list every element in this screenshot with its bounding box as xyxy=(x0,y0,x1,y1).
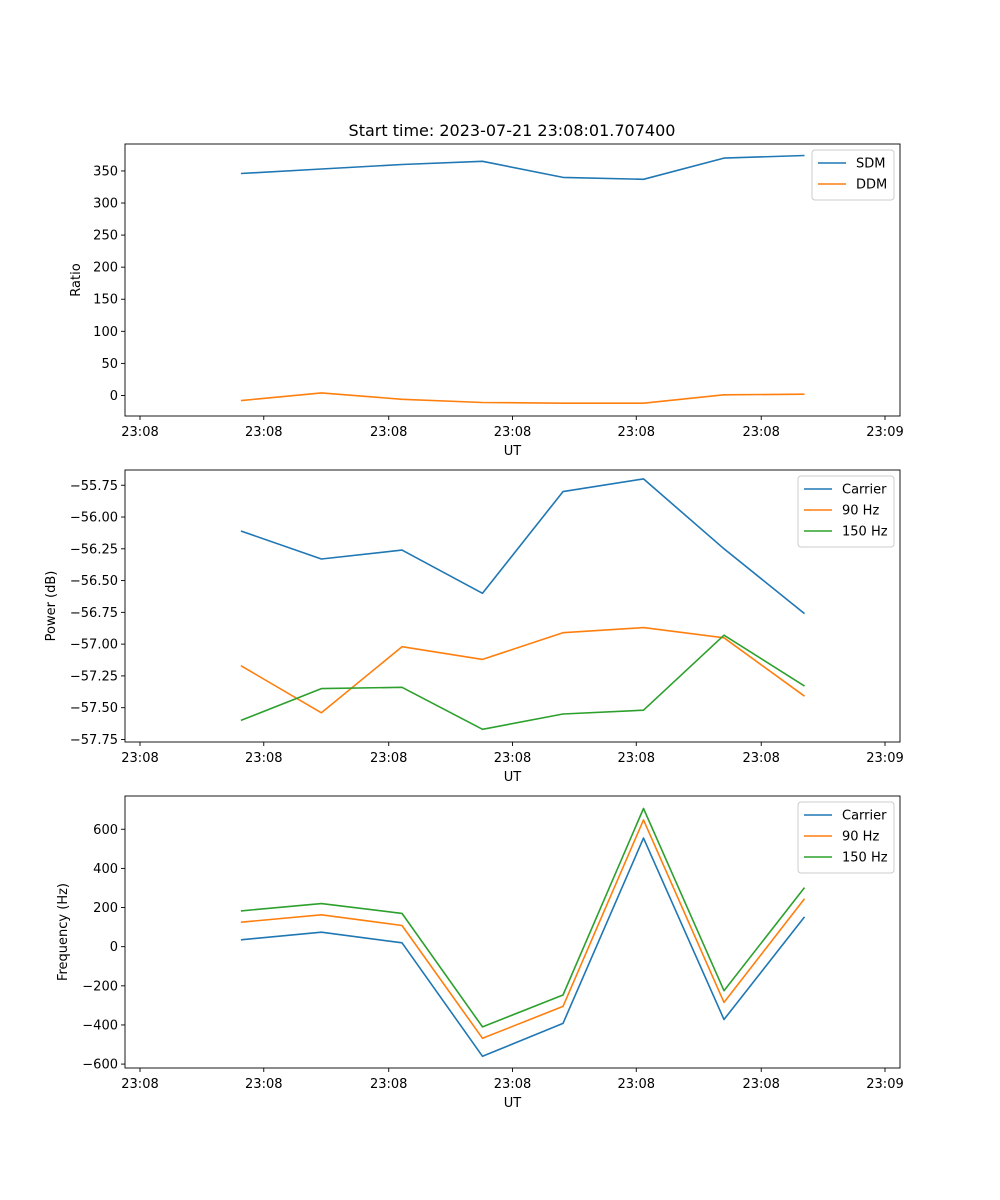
power-panel: −57.75 −57.50 −57.25 −57.00 −56.75 −56.50 −56.… xyxy=(44,469,904,785)
frequency-xtick-label: 23:08 xyxy=(742,1077,779,1092)
ratio-ylabel: Ratio xyxy=(69,263,84,296)
ratio-ytick-label: 350 xyxy=(93,164,118,179)
power-xtick-label: 23:09 xyxy=(866,751,903,766)
frequency-ytick-label: 400 xyxy=(93,862,118,877)
frequency-ytick-label: 0 xyxy=(110,940,118,955)
frequency-series-90-hz xyxy=(240,819,806,1040)
power-ytick-label: −57.75 xyxy=(70,733,118,748)
power-ytick-label: −56.75 xyxy=(70,606,118,621)
frequency-xtick-label: 23:08 xyxy=(245,1077,282,1092)
frequency-legend-label: 90 Hz xyxy=(842,830,879,845)
power-xlabel: UT xyxy=(504,770,522,785)
power-ytick-label: −57.50 xyxy=(70,701,118,716)
ratio-legend-label: DDM xyxy=(856,178,887,193)
ratio-ytick-label: 50 xyxy=(101,357,118,372)
ratio-series-ddm xyxy=(240,392,805,405)
ratio-ytick-label: 0 xyxy=(110,389,118,404)
frequency-series-carrier xyxy=(240,837,806,1058)
ratio-xtick-label: 23:09 xyxy=(866,425,903,440)
power-ytick-label: −57.00 xyxy=(70,638,118,653)
frequency-ytick-label: −400 xyxy=(82,1018,118,1033)
power-xtick-label: 23:08 xyxy=(618,751,655,766)
power-xtick-label: 23:08 xyxy=(742,751,779,766)
ratio-series-sdm xyxy=(240,154,805,181)
frequency-ytick-label: −200 xyxy=(82,979,118,994)
ratio-ytick-label: 150 xyxy=(93,293,118,308)
frequency-series-150-hz xyxy=(240,807,806,1028)
frequency-xlabel: UT xyxy=(504,1096,522,1111)
power-ytick-label: −56.25 xyxy=(70,542,118,557)
frequency-xtick-label: 23:08 xyxy=(494,1077,531,1092)
ratio-xtick-label: 23:08 xyxy=(494,425,531,440)
power-legend-label: 90 Hz xyxy=(842,504,879,519)
power-legend-label: 150 Hz xyxy=(842,525,888,540)
ratio-legend-label: SDM xyxy=(856,157,885,172)
power-ytick-label: −56.00 xyxy=(70,511,118,526)
ratio-xtick-label: 23:08 xyxy=(245,425,282,440)
power-series-90-hz xyxy=(240,626,805,714)
ratio-xtick-label: 23:08 xyxy=(121,425,158,440)
power-series-150-hz xyxy=(240,634,805,731)
power-ytick-label: −56.50 xyxy=(70,574,118,589)
ratio-panel: 0 50 100 150 200 250 300 350 23:08 23:08 23:08 23:0… xyxy=(69,143,904,459)
frequency-ytick-label: −600 xyxy=(82,1058,118,1073)
ratio-ytick-label: 300 xyxy=(93,197,118,212)
frequency-panel: −600 −400 −200 0 200 400 600 23:08 23:08 23:08 23:… xyxy=(56,795,904,1111)
power-series-carrier xyxy=(240,478,806,615)
frequency-legend-label: 150 Hz xyxy=(842,851,888,866)
ratio-xtick-label: 23:08 xyxy=(618,425,655,440)
ratio-xlabel: UT xyxy=(504,444,522,459)
power-legend-label: Carrier xyxy=(842,483,887,498)
frequency-xtick-label: 23:08 xyxy=(370,1077,407,1092)
frequency-ytick-label: 600 xyxy=(93,823,118,838)
frequency-ylabel: Frequency (Hz) xyxy=(56,883,71,981)
ratio-xtick-label: 23:08 xyxy=(742,425,779,440)
power-ytick-label: −57.25 xyxy=(70,669,118,684)
power-xtick-label: 23:08 xyxy=(370,751,407,766)
frequency-xtick-label: 23:08 xyxy=(618,1077,655,1092)
power-xtick-label: 23:08 xyxy=(245,751,282,766)
frequency-xtick-label: 23:09 xyxy=(866,1077,903,1092)
ratio-ytick-label: 100 xyxy=(93,325,118,340)
figure-title: Start time: 2023-07-21 23:08:01.707400 xyxy=(349,121,676,140)
power-ylabel: Power (dB) xyxy=(44,571,59,642)
ratio-xtick-label: 23:08 xyxy=(370,425,407,440)
ratio-ytick-label: 250 xyxy=(93,229,118,244)
power-xtick-label: 23:08 xyxy=(494,751,531,766)
frequency-legend xyxy=(797,801,895,874)
frequency-ytick-label: 200 xyxy=(93,901,118,916)
power-xtick-label: 23:08 xyxy=(121,751,158,766)
frequency-legend-label: Carrier xyxy=(842,809,887,824)
frequency-xtick-label: 23:08 xyxy=(121,1077,158,1092)
ratio-ytick-label: 200 xyxy=(93,261,118,276)
power-ytick-label: −55.75 xyxy=(70,479,118,494)
power-legend xyxy=(797,475,895,548)
